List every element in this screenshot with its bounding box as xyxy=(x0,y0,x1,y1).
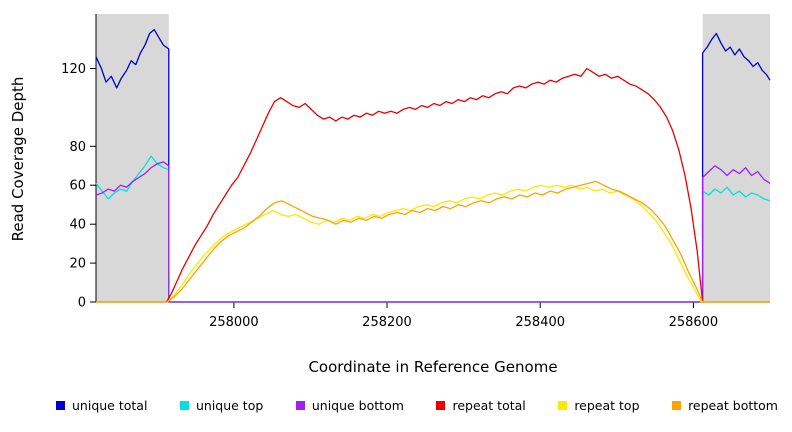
coverage-plot-svg: 258000 258200 258400 258600 0 20 40 60 80 120 xyxy=(61,14,771,330)
legend-swatch-icon xyxy=(56,401,65,410)
legend-swatch-icon xyxy=(179,401,189,410)
legend-label: repeat top xyxy=(574,398,640,413)
svg-text:258400: 258400 xyxy=(515,315,565,330)
svg-text:80: 80 xyxy=(69,140,86,155)
svg-text:120: 120 xyxy=(61,62,86,77)
legend-label: unique total xyxy=(72,398,148,413)
legend: unique total unique top unique bottom repea… xyxy=(0,398,792,413)
svg-text:258600: 258600 xyxy=(669,315,719,330)
svg-text:258200: 258200 xyxy=(362,315,412,330)
legend-label: repeat bottom xyxy=(688,398,778,413)
legend-item-unique-top: unique top xyxy=(179,398,264,413)
legend-swatch-icon xyxy=(558,401,568,410)
svg-text:40: 40 xyxy=(69,218,86,233)
x-axis-title: Coordinate in Reference Genome xyxy=(308,358,558,376)
plot-area: 258000 258200 258400 258600 0 20 40 60 80 120 xyxy=(61,14,771,330)
legend-swatch-icon xyxy=(436,401,446,410)
legend-label: unique top xyxy=(195,398,264,413)
legend-item-unique-total: unique total xyxy=(56,398,147,413)
legend-swatch-icon xyxy=(672,401,682,410)
svg-text:0: 0 xyxy=(78,296,86,311)
legend-item-repeat-bottom: repeat bottom xyxy=(672,398,778,413)
legend-item-repeat-total: repeat total xyxy=(436,398,526,413)
svg-text:258000: 258000 xyxy=(209,315,259,330)
legend-item-unique-bottom: unique bottom xyxy=(295,398,404,413)
svg-text:20: 20 xyxy=(69,257,86,272)
legend-swatch-icon xyxy=(295,401,305,410)
legend-label: repeat total xyxy=(452,398,526,413)
legend-label: unique bottom xyxy=(311,398,404,413)
legend-item-repeat-top: repeat top xyxy=(558,398,640,413)
svg-text:60: 60 xyxy=(69,179,86,194)
